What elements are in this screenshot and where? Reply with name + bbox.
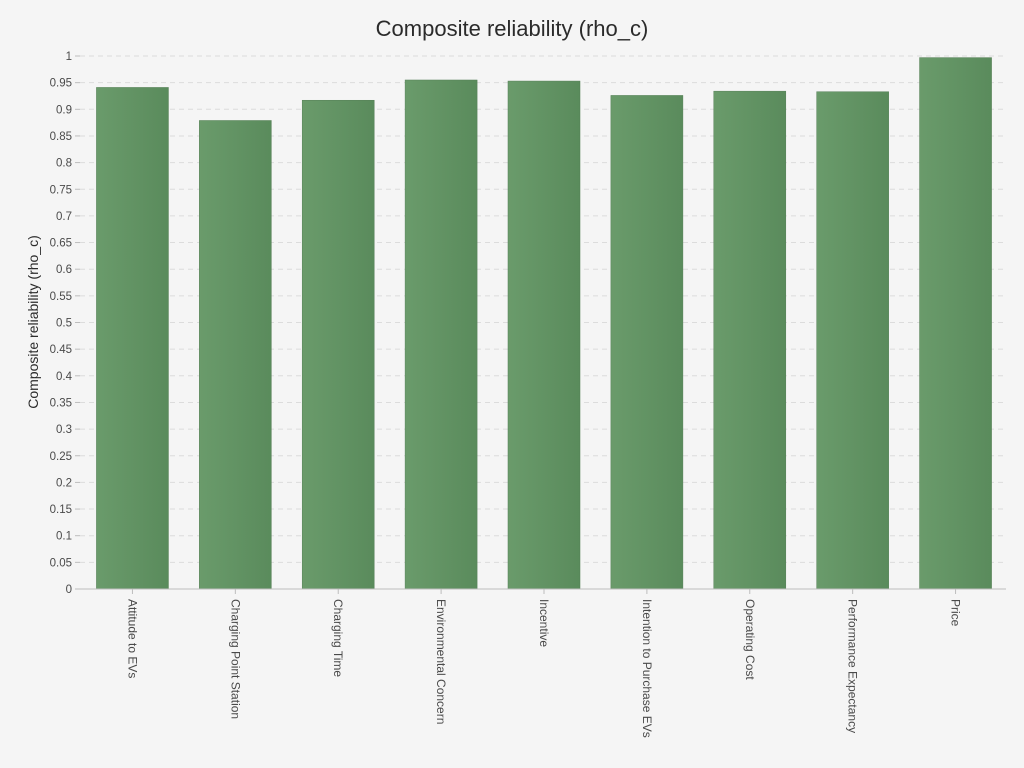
y-tick-label: 0.05 [50,557,72,569]
x-tick-label: Incentive [537,599,551,647]
x-axis-ticks: Attitude to EVs Charging Point Station Cha… [125,589,963,738]
y-tick-label: 0.6 [56,264,72,276]
y-tick-label: 0.55 [50,291,72,303]
y-tick-label: 0.2 [56,477,72,489]
y-tick-label: 0.7 [56,211,72,223]
y-axis-label: Composite reliability (rho_c) [25,235,41,409]
x-tick-label: Intention to Purchase EVs [640,599,654,738]
y-tick-label: 0.85 [50,131,72,143]
x-tick-label: Operating Cost [743,599,757,680]
bar[interactable] [919,57,992,590]
x-tick-label: Environmental Concern [434,599,448,724]
y-tick-label: 0.25 [50,451,72,463]
x-tick-label: Charging Time [331,599,345,677]
bar[interactable] [816,91,889,590]
bar[interactable] [96,87,169,590]
y-tick-label: 0.9 [56,104,72,116]
y-tick-label: 0.5 [56,318,72,330]
y-tick-label: 0 [66,584,72,596]
bars [96,57,992,590]
bar[interactable] [404,79,478,590]
y-axis-ticks: 0 0.05 0.1 0.15 0.2 0.25 0.3 0.35 0.4 0.45 0.5 0.55… [50,51,73,596]
x-tick-label: Performance Expectancy [846,599,860,733]
y-tick-label: 0.75 [50,184,72,196]
y-tick-label: 0.15 [50,504,72,516]
bar[interactable] [507,80,581,590]
x-tick-label: Charging Point Station [228,599,242,719]
y-tick-label: 0.3 [56,424,72,436]
bar[interactable] [713,90,787,590]
x-tick-label: Price [949,599,963,627]
y-tick-label: 0.65 [50,238,72,250]
y-tick-label: 0.4 [56,371,73,383]
y-tick-label: 1 [66,51,72,63]
y-tick-label: 0.95 [50,78,72,90]
y-tick-label: 0.1 [56,531,72,543]
chart-title: Composite reliability (rho_c) [376,16,649,41]
y-tick-label: 0.45 [50,344,72,356]
y-tick-label: 0.8 [56,158,72,170]
x-tick-label: Attitude to EVs [125,599,139,678]
bar[interactable] [610,95,684,590]
y-tick-label: 0.35 [50,397,72,409]
bar[interactable] [199,120,272,590]
bar[interactable] [301,99,375,590]
